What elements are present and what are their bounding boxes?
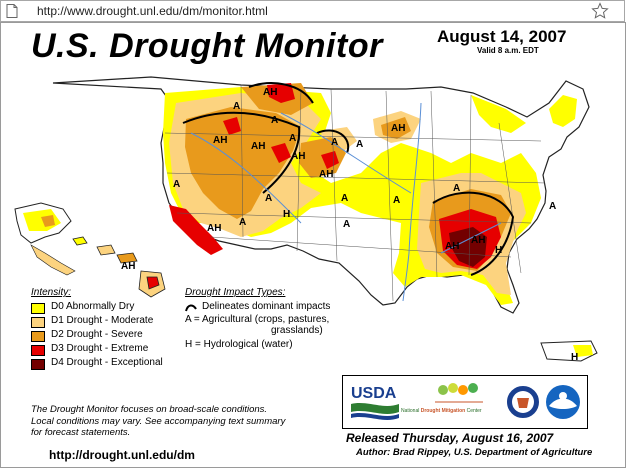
label-a-9: A <box>343 219 350 230</box>
map-date: August 14, 2007 <box>437 27 567 46</box>
alaska <box>14 202 76 276</box>
ndmc-word-1: National <box>401 408 420 414</box>
hawaii <box>72 236 166 298</box>
puerto-rico <box>540 340 598 362</box>
bookmark-star-icon[interactable] <box>591 2 609 20</box>
swatch-d1 <box>31 317 45 328</box>
ndmc-text: National Drought Mitigation Center <box>401 408 482 414</box>
label-a-13: A <box>549 201 556 212</box>
label-a-6: A <box>173 179 180 190</box>
author-line: Author: Brad Rippey, U.S. Department of … <box>356 447 593 458</box>
label-a-7: A <box>265 193 272 204</box>
usda-logo: USDA <box>351 385 399 420</box>
label-a-2: A <box>271 115 278 126</box>
impact-line-desc: Delineates dominant impacts <box>202 301 331 312</box>
impact-line-icon <box>185 304 197 312</box>
note-line-3: for forecast statements. <box>31 427 131 438</box>
label-ah-9: AH <box>471 235 485 246</box>
impact-lines <box>182 82 515 276</box>
address-bar[interactable]: http://www.drought.unl.edu/dm/monitor.ht… <box>0 0 625 22</box>
note-line-1: The Drought Monitor focuses on broad-sca… <box>31 404 268 415</box>
label-h-1: H <box>283 209 290 220</box>
intensity-legend-title: Intensity: <box>31 287 72 298</box>
page-icon <box>6 4 18 18</box>
label-a-3: A <box>289 133 296 144</box>
label-ah-8: AH <box>445 241 459 252</box>
label-ah-5: AH <box>391 123 405 134</box>
legend-label-d4: D4 Drought - Exceptional <box>51 357 163 368</box>
legend-label-d3: D3 Drought - Extreme <box>51 343 149 354</box>
drought-monitor-page: A AH A AH AH A A AH A AH A AH A A H A A … <box>0 22 626 468</box>
d3-areas <box>169 83 501 269</box>
note-line-2: Local conditions may vary. See accompany… <box>31 415 286 427</box>
svg-text:USDA: USDA <box>351 385 397 402</box>
drought-monitor-link[interactable]: http://drought.unl.edu/dm <box>49 448 195 462</box>
label-a-5: A <box>356 139 363 150</box>
region-labels: A AH A AH AH A A AH A AH A AH A A H A A … <box>121 87 578 363</box>
impact-agricultural: A = Agricultural (crops, pastures, <box>185 314 330 325</box>
label-a-8: A <box>341 193 348 204</box>
map-title: U.S. Drought Monitor <box>31 27 383 65</box>
disclaimer-note: The Drought Monitor focuses on broad-sca… <box>31 404 285 439</box>
swatch-d4 <box>31 359 45 370</box>
doc-seal <box>505 384 541 420</box>
label-ah-10: AH <box>121 261 135 272</box>
noaa-seal <box>546 385 580 419</box>
label-a-10: A <box>393 195 400 206</box>
label-ah-4: AH <box>291 151 305 162</box>
valid-time: Valid 8 a.m. EDT <box>477 46 539 55</box>
partner-logos: USDA <box>342 375 588 429</box>
legend-label-d2: D2 Drought - Severe <box>51 329 143 340</box>
state-boundaries <box>164 84 546 302</box>
release-date: Released Thursday, August 16, 2007 <box>346 431 554 445</box>
ndmc-word-3: Center <box>466 408 482 414</box>
logos-graphic: USDA <box>351 383 580 420</box>
us-drought-map: A AH A AH AH A A AH A AH A AH A A H A A … <box>14 76 598 363</box>
label-ah-2: AH <box>251 141 265 152</box>
swatch-d0 <box>31 303 45 314</box>
label-a-11: A <box>239 217 246 228</box>
label-a-4: A <box>331 137 338 148</box>
label-a-1: A <box>233 101 240 112</box>
rivers <box>190 102 502 302</box>
impact-hydrological: H = Hydrological (water) <box>185 339 293 350</box>
url-text[interactable]: http://www.drought.unl.edu/dm/monitor.ht… <box>37 4 268 18</box>
legend-label-d0: D0 Abnormally Dry <box>51 301 135 312</box>
label-h-3: H <box>571 352 578 363</box>
label-ah-3: AH <box>213 135 227 146</box>
label-a-12: A <box>453 183 460 194</box>
ndmc-word-2: Drought Mitigation <box>420 408 466 414</box>
d4-areas <box>449 227 487 267</box>
impact-agricultural-cont: grasslands) <box>271 325 323 336</box>
label-h-2: H <box>495 245 502 256</box>
label-ah-7: AH <box>207 223 221 234</box>
label-ah-1: AH <box>263 87 277 98</box>
swatch-d3 <box>31 345 45 356</box>
swatch-d2 <box>31 331 45 342</box>
ndmc-logo <box>435 383 483 403</box>
legend-label-d1: D1 Drought - Moderate <box>51 315 154 326</box>
impact-types-title: Drought Impact Types: <box>185 287 286 298</box>
label-ah-6: AH <box>319 169 333 180</box>
